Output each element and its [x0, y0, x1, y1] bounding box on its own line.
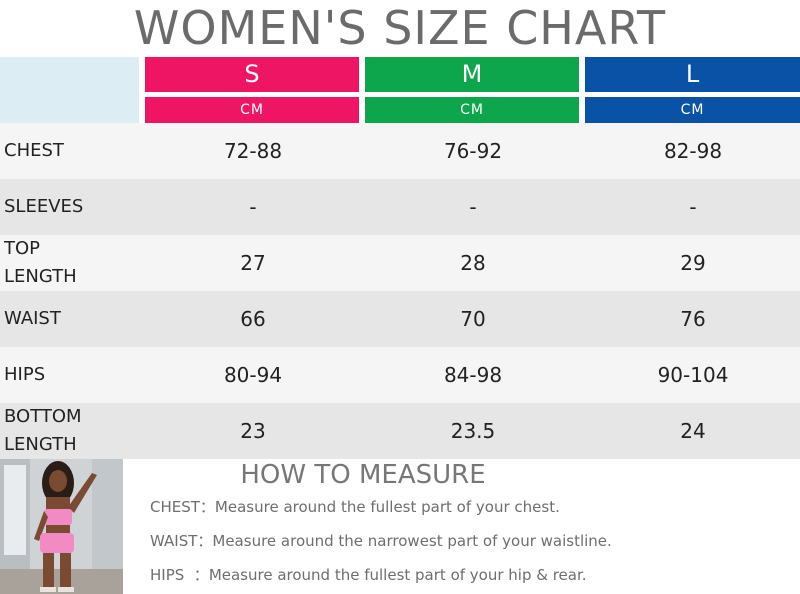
- size-header-s: S: [145, 57, 359, 92]
- measure-key: WAIST：: [150, 532, 213, 550]
- cell-m: 84-98: [443, 363, 503, 387]
- model-photo: [0, 459, 123, 594]
- size-header-l: L: [585, 57, 800, 92]
- table-row-top-length: TOP LENGTH 27 28 29: [0, 235, 800, 291]
- row-label: CHEST: [4, 140, 64, 161]
- cell-l: 76: [680, 307, 706, 331]
- measure-waist: WAIST：Measure around the narrowest part …: [150, 529, 790, 553]
- measure-text: Measure around the fullest part of your …: [214, 498, 560, 516]
- measure-text: Measure around the narrowest part of you…: [212, 532, 612, 550]
- cell-l: 82-98: [663, 139, 723, 163]
- cell-s: -: [249, 195, 257, 219]
- unit-header-l: CM: [585, 97, 800, 123]
- table-row-bottom-length: BOTTOM LENGTH 23 23.5 24: [0, 403, 800, 459]
- cell-l: -: [689, 195, 697, 219]
- table-row-hips: HIPS 80-94 84-98 90-104: [0, 347, 800, 403]
- cell-m: 70: [460, 307, 486, 331]
- cell-s: 23: [240, 419, 266, 443]
- row-label: SLEEVES: [4, 196, 84, 217]
- measure-chest: CHEST：Measure around the fullest part of…: [150, 495, 790, 519]
- cell-m: 23.5: [450, 419, 496, 443]
- cell-m: 28: [460, 251, 486, 275]
- measure-text: Measure around the fullest part of your …: [208, 566, 587, 584]
- cell-s: 27: [240, 251, 266, 275]
- measure-hips: HIPS ：Measure around the fullest part of…: [150, 563, 790, 587]
- how-to-measure-title: HOW TO MEASURE: [240, 460, 486, 490]
- table-row-waist: WAIST 66 70 76: [0, 291, 800, 347]
- cell-m: -: [469, 195, 477, 219]
- cell-s: 66: [240, 307, 266, 331]
- row-label: WAIST: [4, 308, 61, 329]
- measure-key: CHEST：: [150, 498, 215, 516]
- row-label: BOTTOM LENGTH: [4, 406, 82, 455]
- cell-l: 29: [680, 251, 706, 275]
- unit-header-s: CM: [145, 97, 359, 123]
- measure-key: HIPS ：: [150, 566, 209, 584]
- row-label: HIPS: [4, 364, 46, 385]
- cell-s: 80-94: [223, 363, 283, 387]
- size-header-m: M: [365, 57, 579, 92]
- table-row-chest: CHEST 72-88 76-92 82-98: [0, 123, 800, 179]
- header-corner: [0, 57, 139, 123]
- page-title: WOMEN'S SIZE CHART: [133, 1, 667, 55]
- cell-s: 72-88: [223, 139, 283, 163]
- cell-l: 24: [680, 419, 706, 443]
- cell-m: 76-92: [443, 139, 503, 163]
- cell-l: 90-104: [657, 363, 729, 387]
- table-row-sleeves: SLEEVES - - -: [0, 179, 800, 235]
- unit-header-m: CM: [365, 97, 579, 123]
- row-label: TOP LENGTH: [4, 238, 77, 287]
